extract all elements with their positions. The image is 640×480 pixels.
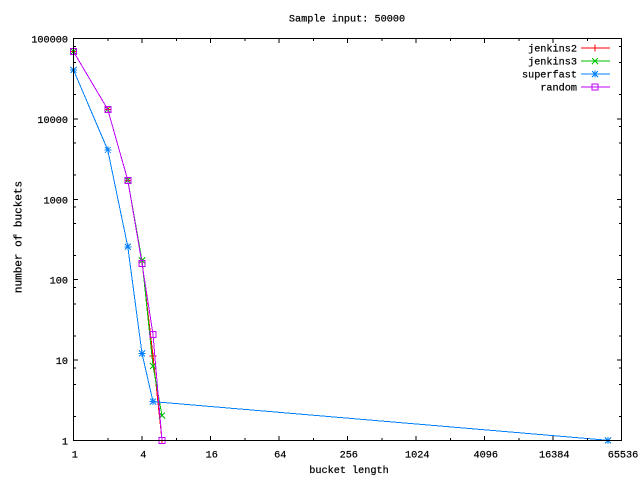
svg-text:superfast: superfast [522,70,577,82]
svg-text:10: 10 [56,357,68,368]
svg-text:256: 256 [340,451,358,462]
svg-text:random: random [540,83,577,95]
svg-text:4: 4 [140,451,146,462]
svg-text:bucket length: bucket length [309,465,388,477]
svg-text:jenkins3: jenkins3 [528,57,577,69]
svg-text:64: 64 [274,451,286,462]
svg-text:jenkins2: jenkins2 [528,44,577,56]
svg-text:number of buckets: number of buckets [14,181,26,293]
svg-text:100000: 100000 [31,36,68,47]
svg-text:1: 1 [62,438,68,449]
svg-text:16384: 16384 [539,451,570,462]
svg-text:1000: 1000 [44,196,68,207]
svg-text:10000: 10000 [37,116,68,127]
svg-text:1: 1 [72,451,78,462]
svg-text:4096: 4096 [474,451,498,462]
svg-text:100: 100 [50,277,68,288]
svg-text:Sample input: 50000: Sample input: 50000 [289,13,405,25]
svg-text:16: 16 [206,451,218,462]
svg-text:65536: 65536 [608,451,639,462]
svg-text:1024: 1024 [405,451,429,462]
